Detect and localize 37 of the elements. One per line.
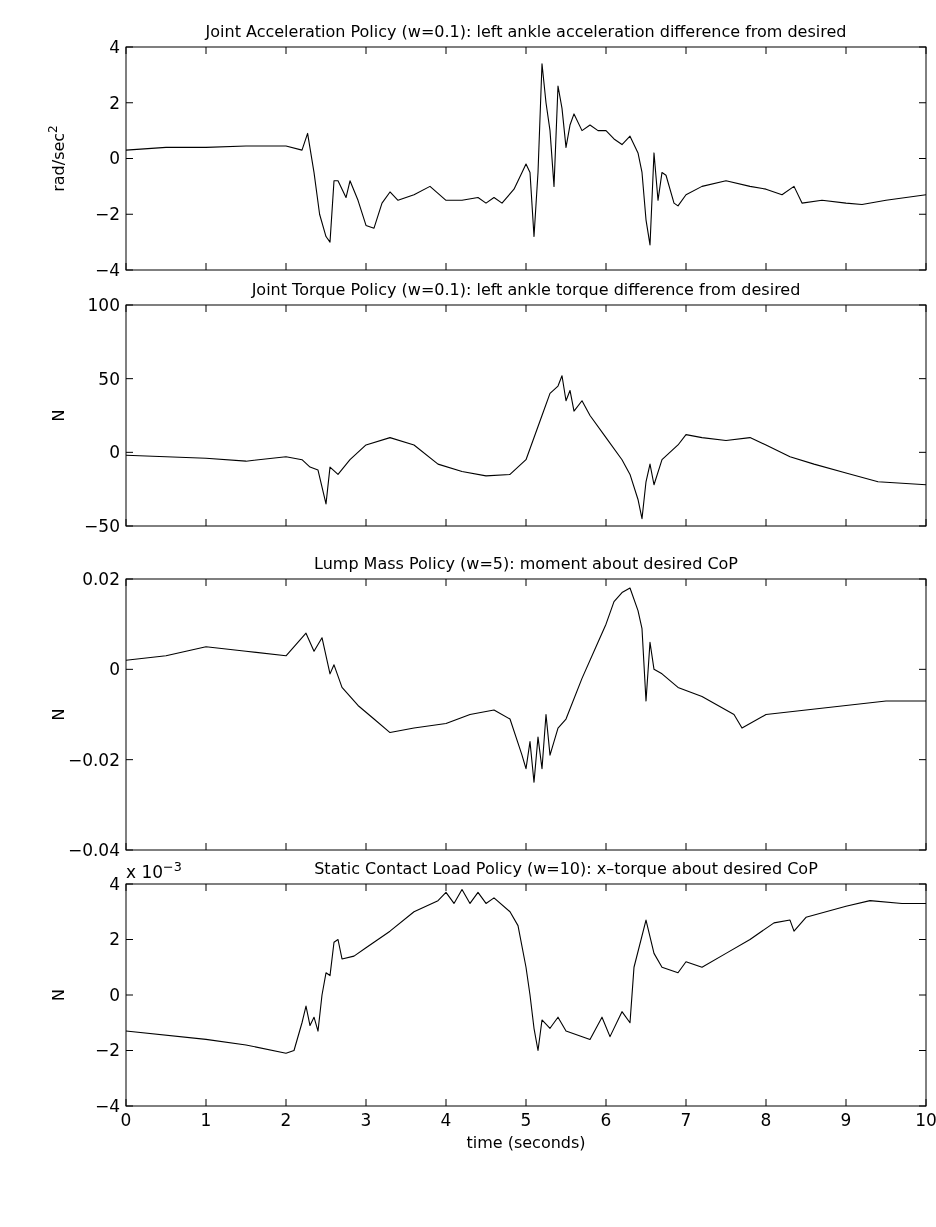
text: x 10$^{−3}$ <box>126 858 182 882</box>
x-tick-label: 10 <box>915 1110 936 1130</box>
x-tick-label: 7 <box>680 1110 692 1130</box>
y-tick-label: −2 <box>94 204 120 225</box>
y-tick-label: 0 <box>109 984 120 1005</box>
y-tick-label: 0 <box>109 442 120 463</box>
chart-title: Joint Torque Policy (w=0.1): left ankle torque difference from desired <box>250 280 801 299</box>
y-tick-label: −4 <box>94 259 120 280</box>
y-tick-label: −0.02 <box>67 749 120 770</box>
y-tick-label: −0.04 <box>67 839 120 860</box>
y-axis-title: N <box>49 409 68 422</box>
x-tick-label: 2 <box>280 1110 292 1130</box>
y-tick-label: −50 <box>84 515 120 536</box>
x-tick-label: 8 <box>760 1110 772 1130</box>
x-tick-label: 6 <box>600 1110 612 1130</box>
y-tick-label: 50 <box>98 368 120 389</box>
chart-title: Lump Mass Policy (w=5): moment about desired CoP <box>314 554 739 573</box>
y-tick-label: −2 <box>94 1040 120 1061</box>
x-tick-label: 4 <box>440 1110 452 1130</box>
y-axis-title: N <box>49 989 68 1001</box>
y-tick-label: −4 <box>94 1095 120 1116</box>
y-tick-label: 100 <box>87 294 120 315</box>
y-tick-label: 4 <box>109 36 120 57</box>
y-tick-label: 2 <box>109 92 120 113</box>
x-axis-title: time (seconds) <box>466 1133 586 1152</box>
y-tick-label: 2 <box>109 929 120 950</box>
x-tick-label: 3 <box>360 1110 372 1130</box>
chart-title: Static Contact Load Policy (w=10): x–torque about desired CoP <box>314 859 819 878</box>
y-tick-label: 0.02 <box>82 568 120 589</box>
x-tick-label: 5 <box>520 1110 532 1130</box>
x-tick-label: 1 <box>200 1110 212 1130</box>
y-axis-title: N <box>49 708 68 721</box>
y-tick-label: 0 <box>109 148 120 169</box>
x-tick-label: 9 <box>840 1110 852 1130</box>
y-tick-label: 0 <box>109 659 120 680</box>
chart-title: Joint Acceleration Policy (w=0.1): left ankle acceleration difference from desired <box>204 22 847 41</box>
y-tick-label: 4 <box>109 873 120 894</box>
